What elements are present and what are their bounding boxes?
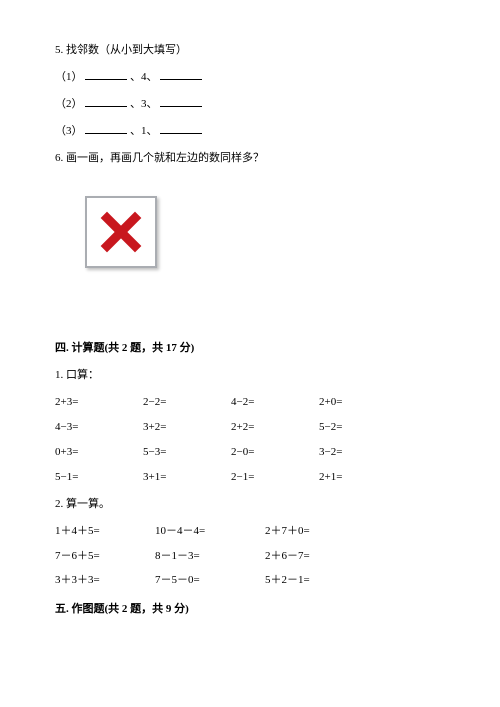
calc-cell: 2−0= [231, 442, 319, 463]
calc-cell: 5−2= [319, 417, 407, 438]
calc-cell: 2＋6－7= [265, 546, 365, 567]
q5-item-1-mid: 、4、 [130, 71, 158, 83]
q5-item-2-mid: 、3、 [130, 98, 158, 110]
calc-cell: 1＋4＋5= [55, 521, 155, 542]
calc-cell: 7－6＋5= [55, 546, 155, 567]
blank-input[interactable] [160, 123, 202, 134]
calc-cell: 2+3= [55, 392, 143, 413]
q5-item-3: （3） 、1、 [55, 121, 445, 142]
blank-input[interactable] [85, 96, 127, 107]
calc-cell: 3+1= [143, 467, 231, 488]
calc-cell: 2＋7＋0= [265, 521, 365, 542]
q5-item-3-prefix: （3） [55, 125, 83, 137]
calc-cell: 5−3= [143, 442, 231, 463]
q6-title: 6. 画一画，再画几个就和左边的数同样多？ [55, 148, 445, 169]
blank-input[interactable] [85, 123, 127, 134]
calc-cell: 2−2= [143, 392, 231, 413]
p1-grid: 2+3= 2−2= 4−2= 2+0= 4−3= 3+2= 2+2= 5−2= … [55, 392, 445, 488]
calc-cell: 4−3= [55, 417, 143, 438]
calc-cell: 2−1= [231, 467, 319, 488]
calc-cell: 2+2= [231, 417, 319, 438]
broken-image-placeholder [85, 196, 157, 268]
blank-input[interactable] [160, 69, 202, 80]
q5-title: 5. 找邻数（从小到大填写） [55, 40, 445, 61]
calc-cell: 0+3= [55, 442, 143, 463]
calc-cell: 5−1= [55, 467, 143, 488]
p2-grid: 1＋4＋5= 10－4－4= 2＋7＋0= 7－6＋5= 8－1－3= 2＋6－… [55, 521, 445, 592]
calc-cell: 10－4－4= [155, 521, 265, 542]
section4-header: 四. 计算题(共 2 题，共 17 分) [55, 338, 445, 359]
q5-item-1-prefix: （1） [55, 71, 83, 83]
calc-cell: 5＋2－1= [265, 570, 365, 591]
calc-cell: 4−2= [231, 392, 319, 413]
section5-header: 五. 作图题(共 2 题，共 9 分) [55, 599, 445, 620]
q5-item-2: （2） 、3、 [55, 94, 445, 115]
p2-title: 2. 算一算。 [55, 494, 445, 515]
q5-item-3-mid: 、1、 [130, 125, 158, 137]
calc-cell: 8－1－3= [155, 546, 265, 567]
calc-cell: 2+1= [319, 467, 407, 488]
calc-cell: 3＋3＋3= [55, 570, 155, 591]
p1-title: 1. 口算： [55, 365, 445, 386]
x-icon [87, 198, 155, 266]
worksheet-page: 5. 找邻数（从小到大填写） （1） 、4、 （2） 、3、 （3） 、1、 6… [0, 0, 500, 707]
blank-input[interactable] [85, 69, 127, 80]
q5-item-2-prefix: （2） [55, 98, 83, 110]
q5-item-1: （1） 、4、 [55, 67, 445, 88]
calc-cell: 7－5－0= [155, 570, 265, 591]
calc-cell: 2+0= [319, 392, 407, 413]
calc-cell: 3+2= [143, 417, 231, 438]
calc-cell: 3−2= [319, 442, 407, 463]
blank-input[interactable] [160, 96, 202, 107]
